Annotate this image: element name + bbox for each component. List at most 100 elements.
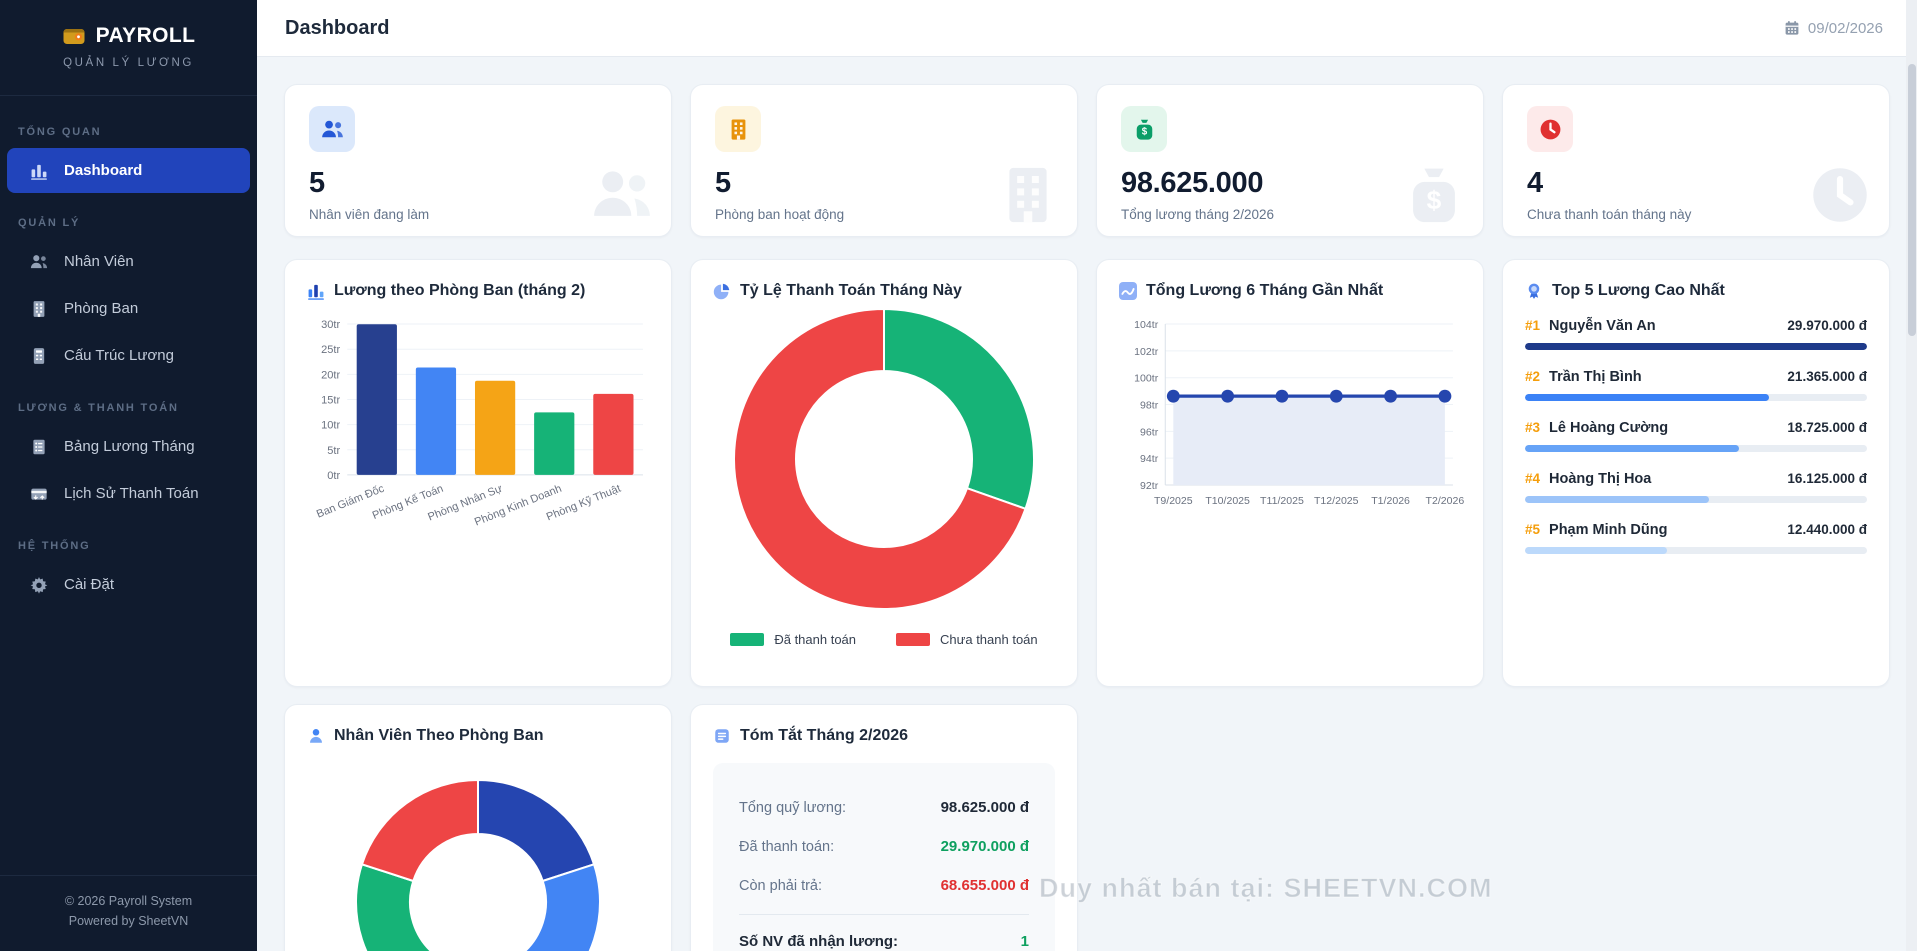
money-bag-icon: $ bbox=[1121, 106, 1167, 152]
summary-row: Số NV đã nhận lương: 1 bbox=[739, 914, 1029, 951]
summary-label: Còn phải trả: bbox=[739, 877, 823, 894]
card-top5-salary: Top 5 Lương Cao Nhất #1 Nguyễn Văn An 29.9… bbox=[1502, 259, 1890, 687]
card-title-month-summary: Tóm Tắt Tháng 2/2026 bbox=[740, 727, 909, 744]
top5-name: Nguyễn Văn An bbox=[1549, 318, 1656, 334]
top5-row: #5 Phạm Minh Dũng 12.440.000 đ bbox=[1525, 522, 1867, 554]
sidebar-item-cài-đặt[interactable]: Cài Đặt bbox=[7, 562, 250, 607]
legend-label: Chưa thanh toán bbox=[940, 632, 1038, 647]
stat-card: 4 Chưa thanh toán tháng này bbox=[1502, 84, 1890, 237]
stat-label: Tổng lương tháng 2/2026 bbox=[1121, 207, 1275, 222]
sidebar-item-label: Phòng Ban bbox=[64, 300, 139, 317]
stat-label: Nhân viên đang làm bbox=[309, 207, 430, 222]
svg-text:104tr: 104tr bbox=[1134, 319, 1159, 331]
svg-text:94tr: 94tr bbox=[1140, 453, 1159, 465]
top5-bar-fill bbox=[1525, 343, 1867, 350]
top5-bar-track bbox=[1525, 343, 1867, 350]
app-subtitle: QUẢN LÝ LƯƠNG bbox=[63, 57, 194, 69]
scrollbar-track[interactable] bbox=[1906, 0, 1917, 951]
svg-text:25tr: 25tr bbox=[321, 344, 340, 356]
top5-row: #3 Lê Hoàng Cường 18.725.000 đ bbox=[1525, 420, 1867, 452]
main-area: Dashboard 09/02/2026 5 Nhân viên đang làm… bbox=[257, 0, 1917, 951]
person-icon bbox=[307, 727, 325, 745]
card-payment-ratio: Tỷ Lệ Thanh Toán Tháng Này Đã thanh toán… bbox=[690, 259, 1078, 687]
top5-name: Hoàng Thị Hoa bbox=[1549, 471, 1652, 487]
summary-label: Tổng quỹ lương: bbox=[739, 799, 847, 816]
stats-row: 5 Nhân viên đang làm 5 Phòng ban hoạt động $… bbox=[284, 84, 1890, 237]
stat-card: 5 Phòng ban hoạt động bbox=[690, 84, 1078, 237]
sidebar: PAYROLL QUẢN LÝ LƯƠNG TỔNG QUAN Dashboard… bbox=[0, 0, 257, 951]
stat-value: 98.625.000 bbox=[1121, 167, 1264, 199]
svg-text:96tr: 96tr bbox=[1140, 426, 1159, 438]
top5-bar-fill bbox=[1525, 496, 1709, 503]
clock-icon bbox=[1527, 106, 1573, 152]
card-title-employees-by-dept: Nhân Viên Theo Phòng Ban bbox=[334, 727, 544, 744]
bar-chart-icon bbox=[307, 282, 325, 300]
sidebar-item-phòng-ban[interactable]: Phòng Ban bbox=[7, 286, 250, 331]
payment-card-icon bbox=[30, 485, 48, 503]
stat-card: 5 Nhân viên đang làm bbox=[284, 84, 672, 237]
summary-label: Đã thanh toán: bbox=[739, 838, 835, 855]
svg-text:T2/2026: T2/2026 bbox=[1426, 495, 1465, 507]
money-bag-icon-ghost: $ bbox=[1403, 164, 1465, 226]
top5-bar-fill bbox=[1525, 394, 1769, 401]
sidebar-footer: © 2026 Payroll System Powered by SheetVN bbox=[0, 875, 257, 951]
svg-text:102tr: 102tr bbox=[1134, 346, 1159, 358]
people-icon bbox=[309, 106, 355, 152]
top5-bar-track bbox=[1525, 394, 1867, 401]
svg-text:98tr: 98tr bbox=[1140, 400, 1159, 412]
card-title-salary-by-dept: Lương theo Phòng Ban (tháng 2) bbox=[334, 282, 586, 299]
topbar: Dashboard 09/02/2026 bbox=[257, 0, 1917, 57]
svg-text:20tr: 20tr bbox=[321, 369, 340, 381]
building-icon-ghost bbox=[997, 164, 1059, 226]
dashboard-content: 5 Nhân viên đang làm 5 Phòng ban hoạt động $… bbox=[257, 57, 1917, 951]
scrollbar-thumb[interactable] bbox=[1907, 64, 1916, 336]
top5-bar-fill bbox=[1525, 547, 1667, 554]
top5-rank: #2 bbox=[1525, 369, 1541, 384]
summary-label: Số NV đã nhận lương: bbox=[739, 933, 899, 950]
people-icon bbox=[30, 253, 48, 271]
top5-bar-track bbox=[1525, 496, 1867, 503]
payment-legend: Đã thanh toán Chưa thanh toán bbox=[713, 632, 1055, 647]
sidebar-item-bảng-lương-tháng[interactable]: Bảng Lương Tháng bbox=[7, 424, 250, 469]
brand: PAYROLL QUẢN LÝ LƯƠNG bbox=[0, 0, 257, 87]
svg-text:T1/2026: T1/2026 bbox=[1371, 495, 1410, 507]
svg-text:T12/2025: T12/2025 bbox=[1314, 495, 1359, 507]
stat-value: 5 bbox=[715, 167, 731, 199]
legend-swatch bbox=[896, 633, 931, 646]
sidebar-section-label: LƯƠNG & THANH TOÁN bbox=[18, 402, 179, 414]
bottom-row: Nhân Viên Theo Phòng Ban Tóm Tắt Tháng 2… bbox=[284, 704, 1078, 951]
stat-value: 4 bbox=[1527, 167, 1543, 199]
sidebar-item-nhân-viên[interactable]: Nhân Viên bbox=[7, 239, 250, 284]
card-title-salary-trend: Tổng Lương 6 Tháng Gần Nhất bbox=[1146, 282, 1384, 299]
sidebar-item-dashboard[interactable]: Dashboard bbox=[7, 148, 250, 193]
svg-text:T10/2025: T10/2025 bbox=[1205, 495, 1250, 507]
footer-line-2: Powered by SheetVN bbox=[68, 913, 189, 928]
sidebar-nav: TỔNG QUAN Dashboard QUẢN LÝ Nhân Viên Phòng … bbox=[0, 96, 257, 875]
medal-icon bbox=[1525, 282, 1543, 300]
stat-label: Phòng ban hoạt động bbox=[715, 207, 845, 222]
sidebar-item-label: Bảng Lương Tháng bbox=[64, 438, 195, 455]
stat-value: 5 bbox=[309, 167, 325, 199]
footer-line-1: © 2026 Payroll System bbox=[64, 894, 193, 909]
card-title-top5: Top 5 Lương Cao Nhất bbox=[1552, 282, 1725, 299]
payment-donut-chart bbox=[733, 308, 1035, 610]
top5-row: #1 Nguyễn Văn An 29.970.000 đ bbox=[1525, 318, 1867, 350]
sidebar-item-label: Lịch Sử Thanh Toán bbox=[64, 485, 199, 502]
sidebar-item-cấu-trúc-lương[interactable]: Cấu Trúc Lương bbox=[7, 333, 250, 378]
summary-row: Đã thanh toán: 29.970.000 đ bbox=[739, 827, 1029, 866]
charts-row: Lương theo Phòng Ban (tháng 2) 0tr 5tr 10t… bbox=[284, 259, 1890, 687]
top5-amount: 29.970.000 đ bbox=[1787, 318, 1867, 333]
card-month-summary: Tóm Tắt Tháng 2/2026 Tổng quỹ lương: 98.6… bbox=[690, 704, 1078, 951]
top5-bar-fill bbox=[1525, 445, 1739, 452]
card-employees-by-dept: Nhân Viên Theo Phòng Ban bbox=[284, 704, 672, 951]
employees-donut-chart bbox=[355, 779, 601, 951]
top5-bar-track bbox=[1525, 445, 1867, 452]
sidebar-item-label: Dashboard bbox=[64, 162, 143, 179]
top5-rank: #3 bbox=[1525, 420, 1541, 435]
sidebar-item-label: Nhân Viên bbox=[64, 253, 134, 270]
date-badge: 09/02/2026 bbox=[1784, 20, 1883, 37]
sidebar-item-lịch-sử-thanh-toán[interactable]: Lịch Sử Thanh Toán bbox=[7, 471, 250, 516]
svg-text:$: $ bbox=[1427, 185, 1442, 215]
top5-row: #2 Trần Thị Bình 21.365.000 đ bbox=[1525, 369, 1867, 401]
clock-icon-ghost bbox=[1809, 164, 1871, 226]
